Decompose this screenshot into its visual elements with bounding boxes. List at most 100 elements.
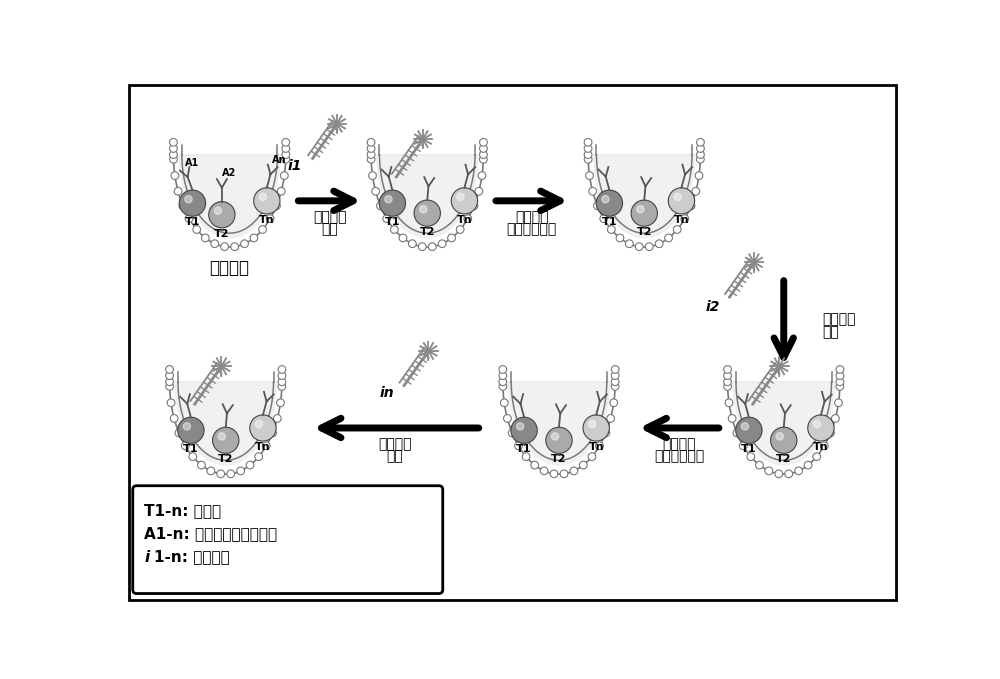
Circle shape [198, 461, 205, 469]
Circle shape [697, 139, 704, 146]
Circle shape [277, 187, 285, 195]
Circle shape [250, 415, 276, 441]
Circle shape [645, 243, 653, 251]
Text: Tn: Tn [674, 215, 689, 225]
Circle shape [213, 427, 239, 454]
Circle shape [579, 461, 587, 469]
Circle shape [480, 151, 487, 158]
Circle shape [637, 206, 644, 213]
Circle shape [515, 442, 522, 449]
Circle shape [665, 234, 672, 242]
Circle shape [179, 190, 206, 216]
Circle shape [282, 145, 290, 152]
Circle shape [259, 225, 266, 234]
Circle shape [681, 215, 689, 223]
Circle shape [278, 382, 286, 390]
Circle shape [170, 415, 178, 422]
Text: 杂交: 杂交 [321, 223, 338, 236]
Text: 细胞样本: 细胞样本 [210, 259, 250, 276]
Circle shape [596, 190, 623, 216]
Circle shape [170, 151, 177, 158]
Circle shape [610, 399, 618, 407]
Text: T2: T2 [420, 227, 435, 237]
Text: A1: A1 [185, 158, 199, 168]
Text: T1-n: 靶标；: T1-n: 靶标； [144, 503, 222, 519]
Text: T2: T2 [551, 454, 567, 464]
Circle shape [218, 433, 225, 440]
Circle shape [189, 453, 197, 460]
Circle shape [278, 378, 286, 386]
FancyBboxPatch shape [133, 485, 443, 593]
Text: A2: A2 [222, 168, 236, 179]
Circle shape [584, 151, 592, 158]
Circle shape [594, 202, 601, 210]
Circle shape [611, 382, 619, 390]
Circle shape [500, 399, 508, 407]
Circle shape [728, 415, 736, 422]
Circle shape [254, 187, 280, 214]
Circle shape [451, 187, 478, 214]
Text: T2: T2 [218, 454, 234, 464]
Polygon shape [377, 155, 478, 238]
Circle shape [282, 139, 290, 146]
Circle shape [602, 196, 609, 203]
Circle shape [747, 453, 755, 460]
Circle shape [390, 225, 398, 234]
Circle shape [250, 234, 258, 242]
Circle shape [611, 378, 619, 386]
Text: T1: T1 [516, 444, 532, 454]
Circle shape [607, 415, 614, 422]
Circle shape [584, 155, 592, 163]
Text: 荧光探针: 荧光探针 [313, 210, 346, 224]
Circle shape [214, 207, 222, 215]
Text: Tn: Tn [259, 215, 275, 225]
Polygon shape [733, 382, 834, 465]
Text: T1: T1 [183, 444, 199, 454]
Circle shape [584, 139, 592, 146]
Circle shape [438, 240, 446, 248]
Circle shape [600, 215, 608, 223]
Text: T1: T1 [741, 444, 757, 454]
Circle shape [736, 417, 762, 443]
Circle shape [499, 378, 507, 386]
Circle shape [724, 372, 731, 380]
Circle shape [586, 172, 593, 179]
Circle shape [724, 382, 732, 390]
Circle shape [785, 470, 793, 477]
Circle shape [181, 442, 189, 449]
Circle shape [166, 372, 173, 380]
Circle shape [399, 234, 407, 242]
Circle shape [813, 420, 821, 428]
Text: A1-n: 寡核苷酸标记抗体；: A1-n: 寡核苷酸标记抗体； [144, 526, 278, 542]
Circle shape [277, 399, 284, 407]
Circle shape [369, 172, 376, 179]
Circle shape [570, 467, 578, 475]
Circle shape [827, 429, 834, 437]
Circle shape [273, 415, 281, 422]
Circle shape [775, 470, 783, 477]
Text: 甘油溶液: 甘油溶液 [515, 210, 549, 224]
Circle shape [185, 215, 193, 223]
Circle shape [193, 225, 201, 234]
Circle shape [522, 453, 530, 460]
Circle shape [448, 234, 455, 242]
Text: 荧光探针: 荧光探针 [378, 437, 411, 452]
Circle shape [511, 417, 537, 443]
Circle shape [227, 470, 235, 477]
Circle shape [776, 433, 783, 440]
Circle shape [499, 382, 507, 390]
Circle shape [166, 382, 174, 390]
Text: An: An [272, 155, 287, 165]
Circle shape [167, 399, 175, 407]
Circle shape [655, 240, 663, 248]
Circle shape [692, 187, 700, 195]
Circle shape [607, 225, 615, 234]
Circle shape [170, 155, 177, 163]
Circle shape [540, 467, 548, 475]
Circle shape [635, 243, 643, 251]
Text: T2: T2 [637, 227, 652, 237]
Circle shape [171, 172, 179, 179]
Circle shape [367, 139, 375, 146]
Circle shape [813, 453, 821, 460]
Circle shape [831, 415, 839, 422]
